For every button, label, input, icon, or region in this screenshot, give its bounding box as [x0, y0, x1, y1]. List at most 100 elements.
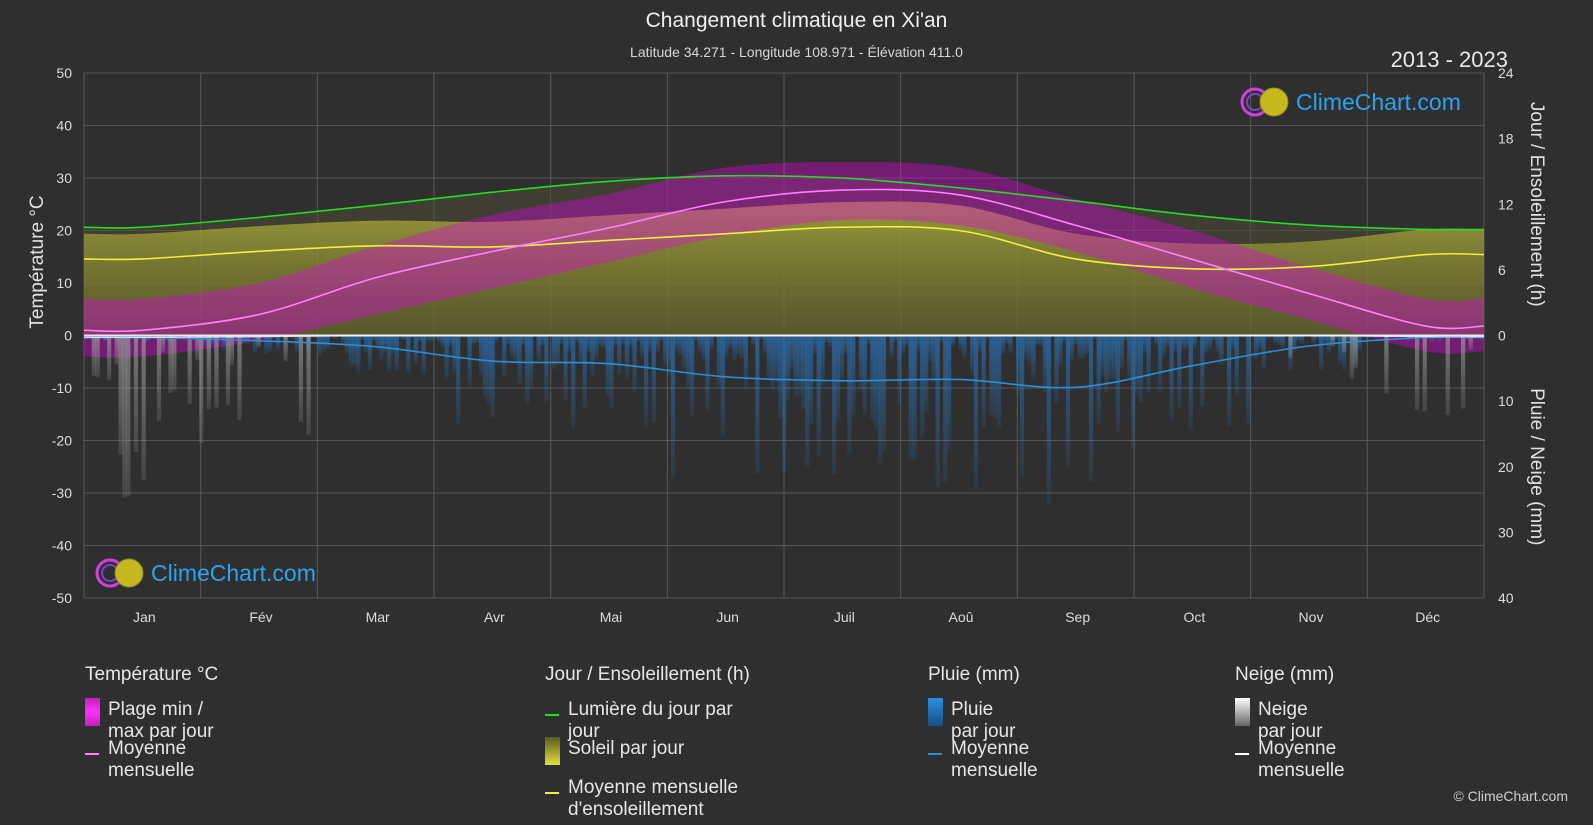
snow-bar: [172, 335, 177, 390]
rain-bar: [1319, 335, 1324, 370]
x-tick-label: Aoû: [949, 609, 974, 625]
rain-bar: [252, 335, 258, 354]
rain-bar: [931, 335, 936, 383]
copyright: © ClimeChart.com: [1453, 788, 1568, 804]
chart-subtitle: Latitude 34.271 - Longitude 108.971 - Él…: [630, 44, 963, 60]
rain-bar: [544, 335, 549, 403]
temp-mean-swatch: [85, 753, 99, 755]
y-right-bottom-axis-title: Pluie / Neige (mm): [1526, 388, 1547, 545]
y-left-tick-label: -50: [52, 590, 72, 606]
y-right-bottom-tick-label: 10: [1498, 393, 1514, 409]
legend-item-rain-mean: Moyenne mensuelle: [928, 727, 1038, 781]
y-left-tick-label: -20: [52, 433, 72, 449]
snow-bar: [133, 335, 139, 453]
rain-bar: [667, 335, 672, 376]
rain-bar: [1154, 335, 1159, 346]
rain-bar: [494, 335, 499, 342]
rain-bar: [970, 335, 975, 375]
rain-bar: [1230, 335, 1236, 351]
rain-bar: [870, 335, 875, 422]
rain-bar: [916, 335, 921, 352]
rain-bar: [471, 335, 476, 345]
rain-bar: [1280, 335, 1285, 348]
rain-bar: [858, 335, 864, 391]
rain-bar: [1027, 335, 1032, 364]
rain-bar: [425, 335, 430, 342]
rain-bar: [686, 335, 691, 389]
rain-bar: [1180, 335, 1186, 350]
rain-bar: [1123, 335, 1128, 342]
rain-bar: [479, 335, 484, 376]
legend-title: Pluie (mm): [928, 664, 1020, 685]
brand-text: ClimeChart.com: [151, 559, 316, 586]
legend-label: Moyenne mensuelle: [951, 738, 1038, 781]
rain-bar: [294, 335, 300, 352]
rain-bar: [275, 335, 281, 351]
rain-bar: [498, 335, 503, 339]
legend-item-temp-range: Plage min / max par jour: [85, 688, 218, 742]
rain-bar: [482, 335, 488, 398]
rain-bar: [728, 335, 733, 349]
rain-bar: [444, 335, 449, 380]
brand-logo-top[interactable]: ClimeChart.com: [1240, 86, 1461, 118]
legend-item-temp-mean: Moyenne mensuelle: [85, 727, 218, 781]
rain-bar: [716, 335, 722, 389]
y-left-tick-label: 40: [56, 118, 72, 134]
rain-bar: [1430, 335, 1435, 343]
rain-bar: [360, 335, 365, 340]
legend-item-rain: Pluie par jour: [928, 688, 1020, 742]
rain-bar: [402, 335, 407, 341]
rain-bar: [394, 335, 399, 371]
rain-bar: [356, 335, 361, 373]
rain-bar: [939, 335, 944, 343]
rain-bar: [736, 335, 741, 355]
rain-bar: [793, 335, 798, 397]
rain-bar: [413, 335, 419, 364]
rain-bar: [1177, 335, 1182, 409]
rain-bar: [847, 335, 852, 455]
rain-bar: [759, 335, 764, 340]
snow-bar: [1445, 335, 1450, 416]
rain-bar: [375, 335, 380, 350]
y-right-bottom-tick-label: 20: [1498, 459, 1514, 475]
rain-bar: [1215, 335, 1220, 353]
rain-bar: [398, 335, 403, 339]
rain-bar: [1296, 335, 1301, 342]
rain-bar: [317, 335, 323, 357]
y-right-top-tick-label: 18: [1498, 131, 1514, 147]
y-right-top-axis-title: Jour / Ensoleillement (h): [1526, 102, 1547, 307]
rain-bar: [149, 335, 154, 338]
rain-bar: [693, 335, 699, 341]
rain-bar: [690, 335, 695, 417]
rain-bar: [805, 335, 810, 468]
x-tick-label: Mai: [600, 609, 623, 625]
rain-bar: [904, 335, 910, 347]
sunshine-mean-line: [83, 225, 1485, 271]
rain-bar: [364, 335, 369, 352]
rain-bar: [1138, 335, 1144, 403]
rain-bar: [1292, 335, 1297, 353]
chart-title: Changement climatique en Xi'an: [645, 9, 948, 32]
rain-bar: [371, 335, 376, 342]
brand-logo-bottom[interactable]: ClimeChart.com: [95, 557, 316, 589]
rain-bar: [1223, 335, 1228, 338]
rain-bar: [705, 335, 710, 413]
snow-bar: [1288, 335, 1293, 359]
legend-temperature: Température °C Plage min / max par jour …: [85, 664, 218, 781]
rain-bar: [571, 335, 576, 430]
legend-label: Lumière du jour par jour: [568, 699, 733, 742]
y-left-tick-label: 50: [56, 65, 72, 81]
rain-bar: [762, 335, 768, 354]
y-left-tick-label: 30: [56, 170, 72, 186]
rain-bar: [1146, 335, 1151, 393]
rain-bar: [950, 335, 956, 346]
rain-bar: [893, 335, 898, 342]
rain-bar: [582, 335, 587, 410]
rain-bar: [202, 335, 208, 346]
rain-bar: [1119, 335, 1124, 369]
rain-bar: [1311, 335, 1316, 343]
snow-bar: [229, 335, 234, 366]
rain-bar: [574, 335, 580, 343]
rain-bar: [1069, 335, 1074, 361]
temp-mean-line: [83, 188, 1485, 333]
